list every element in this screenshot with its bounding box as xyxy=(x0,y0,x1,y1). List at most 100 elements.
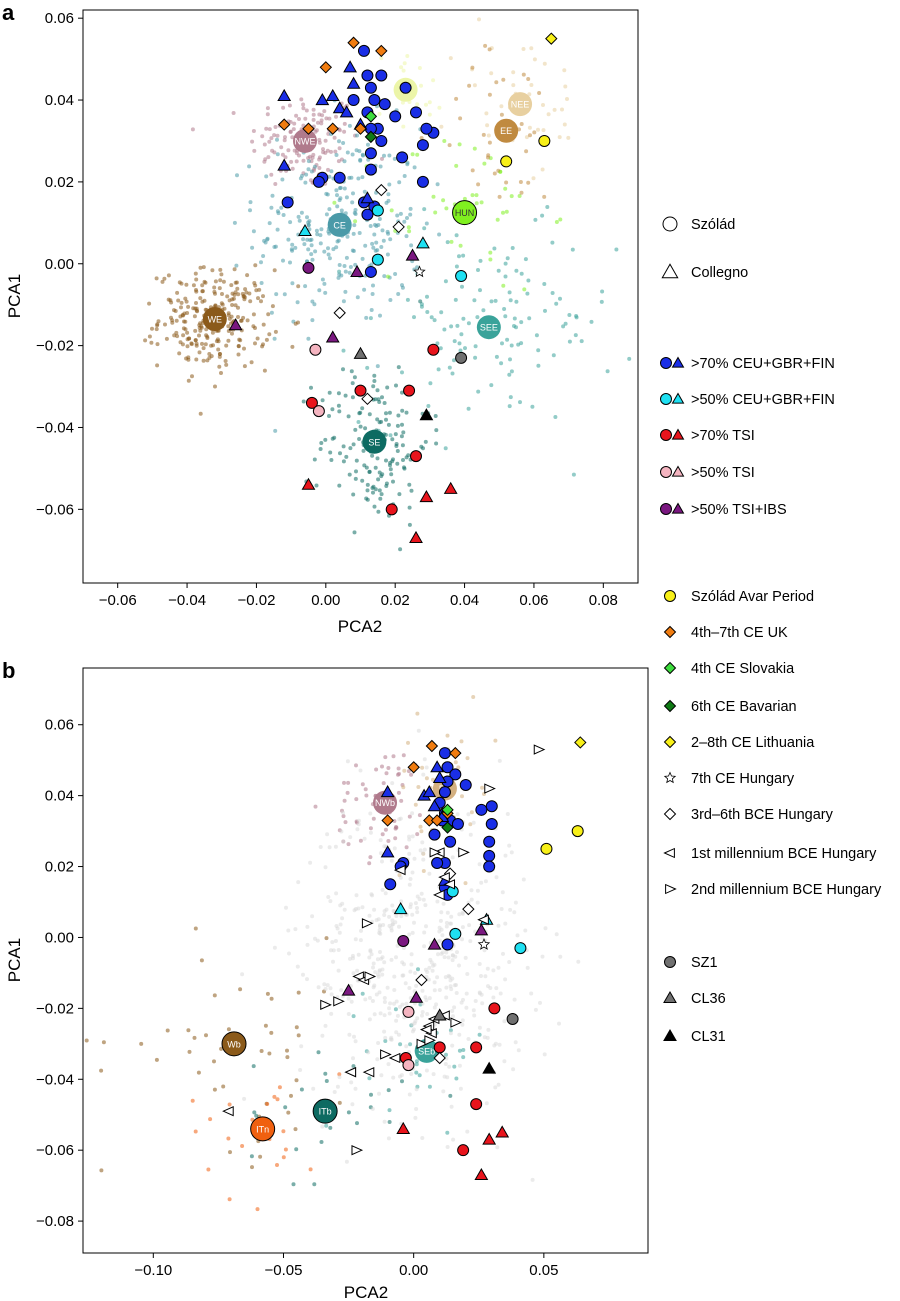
reference-sample-dot xyxy=(508,298,513,303)
reference-sample-dot xyxy=(378,838,383,843)
legend-label: 1st millennium BCE Hungary xyxy=(691,846,877,862)
reference-sample-dot xyxy=(306,247,311,252)
reference-sample-dot xyxy=(228,1150,232,1155)
reference-sample-dot xyxy=(579,339,584,344)
population-center-nee xyxy=(508,92,533,117)
reference-sample-dot xyxy=(509,850,514,855)
reference-sample-dot xyxy=(377,969,382,974)
reference-sample-dot xyxy=(346,414,351,419)
reference-sample-dot xyxy=(503,261,508,266)
reference-sample-dot xyxy=(387,410,392,415)
reference-sample-dot xyxy=(444,995,449,1000)
reference-sample-dot xyxy=(341,141,346,145)
reference-sample-dot xyxy=(447,365,452,370)
reference-sample-dot xyxy=(317,166,322,170)
reference-sample-dot xyxy=(400,390,404,395)
reference-sample-dot xyxy=(353,937,358,942)
reference-sample-dot xyxy=(460,937,464,942)
reference-sample-dot xyxy=(525,291,530,296)
reference-sample-dot xyxy=(413,1019,418,1024)
reference-sample-dot xyxy=(444,920,449,925)
reference-sample-dot xyxy=(301,106,306,111)
reference-sample-dot xyxy=(375,364,380,369)
reference-sample-dot xyxy=(371,816,376,821)
reference-sample-dot xyxy=(317,112,322,117)
reference-sample-dot xyxy=(365,482,370,487)
sample-dark_blue-circle xyxy=(459,779,472,791)
reference-sample-dot xyxy=(286,237,291,242)
reference-sample-dot xyxy=(310,299,315,304)
reference-sample-dot xyxy=(530,1177,535,1182)
legend-label: 4th–7th CE UK xyxy=(691,625,788,641)
sample-dark_blue-circle xyxy=(357,44,370,57)
reference-sample-dot xyxy=(337,128,342,133)
reference-sample-dot xyxy=(432,1005,437,1010)
reference-sample-dot xyxy=(511,83,516,88)
sample-darkgreen-diamond xyxy=(441,821,454,834)
reference-sample-dot xyxy=(480,935,485,940)
reference-sample-dot xyxy=(401,68,406,73)
reference-sample-dot xyxy=(378,1011,383,1016)
sample-dark_blue-circle xyxy=(451,818,464,830)
reference-sample-dot xyxy=(385,252,390,257)
reference-sample-dot xyxy=(261,254,266,258)
sample-hungary_bce2-triangle_right xyxy=(361,918,374,929)
reference-sample-dot xyxy=(439,951,444,956)
reference-sample-dot xyxy=(358,158,363,163)
reference-sample-dot xyxy=(408,969,413,974)
reference-sample-dot xyxy=(451,1137,456,1142)
reference-sample-dot xyxy=(344,195,349,200)
reference-sample-dot xyxy=(360,256,365,261)
reference-sample-dot xyxy=(332,200,337,205)
reference-sample-dot xyxy=(408,905,413,910)
reference-sample-dot xyxy=(409,962,414,967)
reference-sample-dot xyxy=(399,1073,404,1078)
reference-sample-dot xyxy=(289,159,294,164)
reference-sample-dot xyxy=(275,137,279,142)
reference-sample-dot xyxy=(294,1025,299,1030)
reference-sample-dot xyxy=(431,1072,436,1077)
reference-sample-dot xyxy=(443,446,448,451)
reference-sample-dot xyxy=(179,305,183,310)
reference-sample-dot xyxy=(343,289,348,294)
population-center-label: HUN xyxy=(455,208,475,218)
reference-sample-dot xyxy=(382,960,387,965)
reference-sample-dot xyxy=(599,299,604,304)
reference-sample-dot xyxy=(269,310,274,315)
reference-sample-dot xyxy=(299,210,304,215)
reference-sample-dot xyxy=(386,839,391,843)
sample-hungary_bce1-triangle_left xyxy=(393,864,406,876)
reference-sample-dot xyxy=(395,461,400,466)
reference-sample-dot xyxy=(202,279,207,284)
reference-sample-dot xyxy=(529,991,534,996)
sample-red-triangle xyxy=(443,481,458,494)
reference-sample-dot xyxy=(333,149,338,154)
reference-sample-dot xyxy=(392,974,397,979)
reference-sample-dot xyxy=(286,148,291,153)
sample-dark_blue-circle xyxy=(483,849,496,862)
reference-sample-dot xyxy=(407,834,411,839)
reference-sample-dot xyxy=(463,346,467,351)
reference-sample-dot xyxy=(472,1013,477,1018)
reference-sample-dot xyxy=(451,1014,455,1019)
reference-sample-dot xyxy=(349,369,354,374)
reference-sample-dot xyxy=(434,428,439,433)
reference-sample-dot xyxy=(461,316,466,321)
legend-marker-triangle xyxy=(671,502,685,514)
reference-sample-dot xyxy=(510,246,515,250)
reference-sample-dot xyxy=(319,121,324,126)
reference-sample-dot xyxy=(479,880,484,885)
reference-sample-dot xyxy=(499,907,504,911)
reference-sample-dot xyxy=(376,397,381,402)
reference-sample-dot xyxy=(519,320,524,325)
reference-sample-dot xyxy=(399,914,404,919)
reference-sample-dot xyxy=(433,414,438,418)
reference-sample-dot xyxy=(492,171,497,176)
reference-sample-dot xyxy=(164,336,169,341)
reference-sample-dot xyxy=(437,232,442,237)
reference-sample-dot xyxy=(448,1031,453,1036)
reference-sample-dot xyxy=(342,129,347,134)
reference-sample-dot xyxy=(487,140,492,145)
reference-sample-dot xyxy=(250,1165,254,1170)
